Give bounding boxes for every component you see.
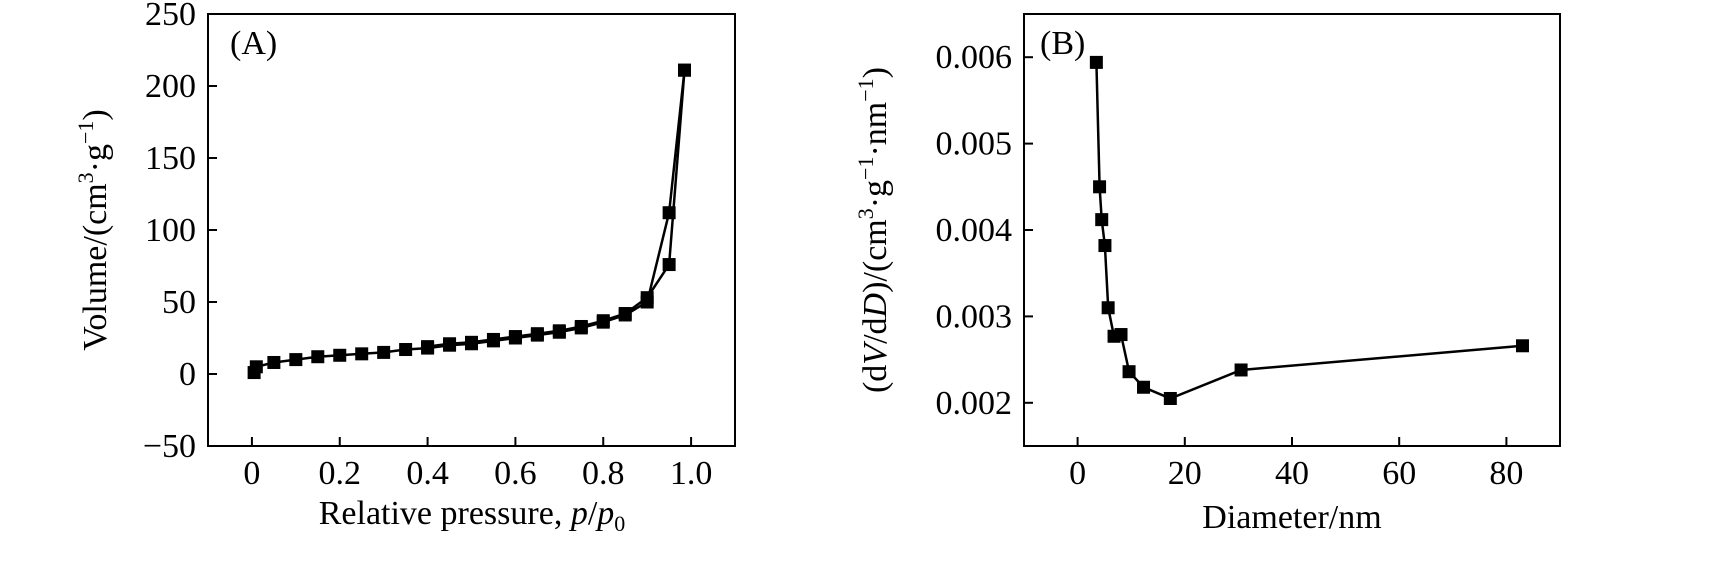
panel-a-series-1-point [267,355,281,369]
panel-a-series-1-point [311,350,325,364]
panel-a-series-1-point [249,360,263,374]
panel-a-series-1-point [399,343,413,357]
panel-b-y-axis-title: (dV/dD)/(cm3·g−1·nm−1) [853,67,894,393]
panel-b-x-tick-label: 40 [1275,455,1309,492]
panel-a-x-tick-label: 0.6 [494,455,537,492]
panel-b-label: (B) [1040,25,1085,62]
panel-a-series-1-point [662,206,676,220]
panel-b-series-1-point [1098,239,1112,253]
panel-a-series-2-point [443,337,457,351]
panel-b: 0 20 40 60 80 0.002 0.003 0.004 0.005 0.006 (B) D… [853,13,1561,536]
panel-a-x-tick-label: 0.4 [406,455,449,492]
panel-a-series-2-point [662,258,676,272]
panel-a-series-1-point [333,348,347,362]
panel-a-label: (A) [230,25,277,62]
panel-a-y-tick-label: −50 [143,428,196,465]
panel-a-frame [207,13,736,447]
panel-a-x-tick-label: 1.0 [670,455,713,492]
panel-a-x-axis-title: Relative pressure, p/p0 [319,495,626,536]
panel-b-x-axis-title: Diameter/nm [1202,499,1381,536]
panel-a-series-2-point [421,340,435,354]
panel-a-series-2-point [508,330,522,344]
panel-a-series-2-point [552,324,566,338]
panel-b-series-1-point [1163,391,1177,405]
panel-b-series-1-point [1093,180,1107,194]
panel-a-series-2-point [596,314,610,328]
panel-a-series-1-line [252,70,686,374]
panel-a-y-tick-label: 100 [145,212,196,249]
panel-b-x-tick-label: 0 [1069,455,1086,492]
panel-a-series-1-point [377,345,391,359]
panel-a-series-1-point [289,353,303,367]
panel-a-y-tick-label: 50 [162,284,196,321]
panel-b-series-1-point [1101,301,1115,315]
panel-b-series-1-point [1095,213,1109,227]
panel-a-x-tick-label: 0.2 [319,455,362,492]
panel-b-y-tick-label: 0.002 [936,385,1013,422]
panel-b-ticks: 0 20 40 60 80 0.002 0.003 0.004 0.005 0.006 [936,39,1524,492]
panel-a: 0 0.2 0.4 0.6 0.8 1.0 −50 0 50 100 150 200 250 (A) R… [73,0,736,536]
panel-a-series-2-point [530,327,544,341]
panel-b-series-1-point [1122,365,1136,379]
panel-a-series-2-point [465,335,478,349]
panel-a-x-tick-label: 0 [243,455,260,492]
panel-b-y-tick-label: 0.005 [936,126,1013,163]
panel-a-series-2-point [574,319,588,333]
panel-a-y-tick-label: 150 [145,140,196,177]
panel-a-y-axis-title: Volume/(cm3·g−1) [73,109,114,351]
panel-b-series-1-point [1089,55,1103,69]
panel-b-y-tick-label: 0.004 [936,212,1013,249]
panel-a-ticks: 0 0.2 0.4 0.6 0.8 1.0 −50 0 50 100 150 200 250 [143,0,713,492]
panel-a-x-tick-label: 0.8 [582,455,625,492]
panel-a-series-2-point [640,291,654,305]
panel-a-series-2-point [486,332,500,346]
panel-b-series-1-point [1234,363,1248,377]
panel-b-series-1-point [1114,328,1128,342]
panel-a-series-2-point [677,63,691,77]
panel-a-series [247,63,691,380]
panel-b-x-tick-label: 60 [1382,455,1416,492]
panel-b-series [1089,55,1529,405]
panel-a-y-tick-label: 250 [145,0,196,33]
panel-b-series-1-point [1515,339,1529,353]
panel-b-x-tick-label: 80 [1489,455,1523,492]
panel-b-y-tick-label: 0.003 [936,298,1013,335]
panel-b-series-1-line [1095,62,1523,400]
panel-a-y-tick-label: 200 [145,68,196,105]
panel-a-series-1-point [355,347,369,361]
panel-b-y-tick-label: 0.006 [936,39,1013,76]
panel-a-series-2-point [618,307,632,321]
panel-b-series-1-point [1137,380,1151,394]
panel-b-frame [1023,13,1561,447]
panel-a-y-tick-label: 0 [179,356,196,393]
panel-b-x-tick-label: 20 [1168,455,1202,492]
